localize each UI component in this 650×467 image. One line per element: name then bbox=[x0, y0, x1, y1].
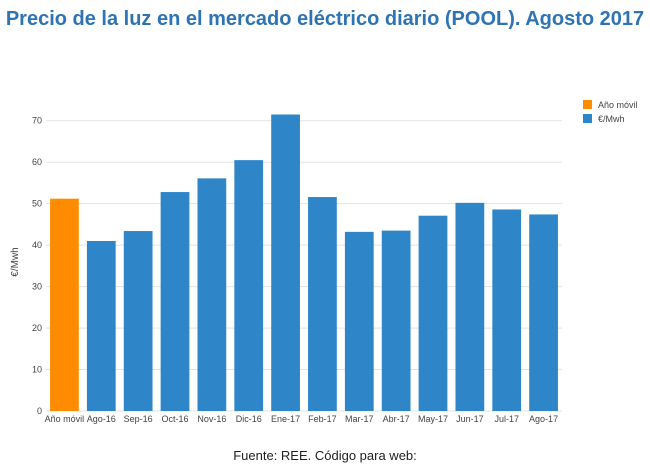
legend-label: €/Mwh bbox=[598, 114, 625, 124]
y-tick-label: 0 bbox=[37, 406, 42, 416]
x-tick-label: Dic-16 bbox=[236, 414, 262, 424]
legend-swatch bbox=[583, 114, 592, 123]
x-tick-label: Sep-16 bbox=[124, 414, 153, 424]
x-tick-label: May-17 bbox=[418, 414, 448, 424]
y-tick-label: 20 bbox=[32, 323, 42, 333]
legend-swatch bbox=[583, 100, 592, 109]
x-tick-label: Jun-17 bbox=[456, 414, 484, 424]
x-tick-label: Jul-17 bbox=[494, 414, 519, 424]
axes: 0 10 20 30 40 50 60 70 Año móvil Ago-16 Sep-16 Oct-… bbox=[32, 116, 558, 424]
bar-dic-16 bbox=[234, 160, 264, 411]
x-tick-label: Nov-16 bbox=[197, 414, 226, 424]
x-tick-label: Abr-17 bbox=[383, 414, 410, 424]
y-tick-label: 40 bbox=[32, 240, 42, 250]
x-tick-label: Feb-17 bbox=[308, 414, 337, 424]
bar-oct-16 bbox=[160, 192, 190, 411]
chart-title: Precio de la luz en el mercado eléctrico… bbox=[5, 8, 645, 30]
y-tick-label: 50 bbox=[32, 199, 42, 209]
grid-lines bbox=[46, 120, 562, 412]
y-axis-label: €/Mwh bbox=[10, 247, 21, 276]
bars bbox=[50, 114, 558, 411]
y-tick-label: 30 bbox=[32, 282, 42, 292]
y-tick-label: 60 bbox=[32, 157, 42, 167]
y-tick-label: 70 bbox=[32, 116, 42, 126]
x-tick-label: Ago-16 bbox=[87, 414, 116, 424]
legend: Año móvil €/Mwh bbox=[583, 100, 638, 124]
bar-ago-17 bbox=[529, 214, 558, 411]
bar-ago-16 bbox=[86, 240, 116, 411]
x-tick-label: Ene-17 bbox=[271, 414, 300, 424]
bar-abr-17 bbox=[381, 230, 411, 411]
x-tick-label: Mar-17 bbox=[345, 414, 374, 424]
bar-jun-17 bbox=[455, 202, 485, 411]
x-tick-label: Oct-16 bbox=[161, 414, 188, 424]
bar-ene-17 bbox=[271, 114, 300, 411]
bar-sep-16 bbox=[123, 231, 153, 411]
bar-a-o-m-vil bbox=[50, 198, 79, 411]
bar-nov-16 bbox=[197, 178, 227, 411]
bar-mar-17 bbox=[344, 231, 374, 411]
x-tick-label: Ago-17 bbox=[529, 414, 558, 424]
legend-label: Año móvil bbox=[598, 100, 638, 110]
bar-feb-17 bbox=[308, 197, 337, 411]
bar-jul-17 bbox=[492, 209, 522, 411]
x-tick-label: Año móvil bbox=[45, 414, 85, 424]
bar-may-17 bbox=[418, 215, 448, 411]
y-tick-label: 10 bbox=[32, 365, 42, 375]
source-footer: Fuente: REE. Código para web: bbox=[233, 448, 417, 463]
